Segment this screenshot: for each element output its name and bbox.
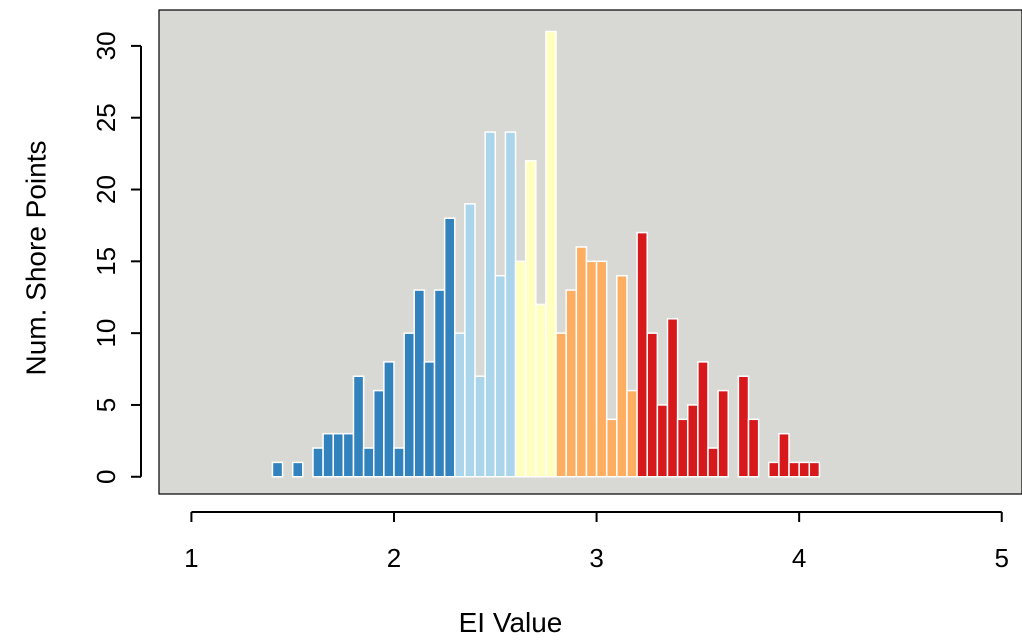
histogram-bar (372, 389, 385, 478)
histogram-bar (585, 260, 598, 478)
histogram-bar (626, 389, 638, 478)
histogram-bar (707, 447, 719, 478)
y-tick-label: 30 (91, 31, 121, 60)
histogram-bar (332, 432, 345, 478)
x-axis: 1 2 3 4 5 (184, 511, 1009, 573)
histogram-bar (686, 404, 699, 478)
histogram-bar (616, 274, 628, 478)
histogram-bar (656, 404, 669, 478)
histogram-bar (362, 447, 375, 478)
histogram-bar (393, 447, 405, 478)
histogram-bar (575, 246, 588, 478)
x-tick-label: 4 (792, 543, 806, 573)
histogram-bar (464, 203, 476, 478)
histogram-bar (271, 461, 284, 478)
histogram-bar (291, 461, 304, 478)
histogram-bar (788, 461, 800, 478)
histogram-bar (484, 131, 497, 478)
histogram-bar (514, 260, 527, 478)
y-axis: 0 5 10 15 20 25 30 (91, 31, 142, 484)
histogram-bar (737, 375, 750, 478)
histogram-bar (443, 217, 456, 478)
histogram-bar (778, 432, 790, 478)
histogram-bar (747, 418, 760, 478)
histogram-bar (565, 289, 578, 478)
x-tick-label: 5 (995, 543, 1009, 573)
histogram-bar (545, 30, 557, 478)
histogram-bar (342, 432, 355, 478)
bars-layer (271, 30, 821, 478)
histogram-bar (595, 260, 608, 478)
histogram-bar (454, 332, 466, 478)
histogram-bar (352, 375, 365, 478)
histogram-bar (636, 231, 648, 478)
x-tick-label: 3 (589, 543, 603, 573)
histogram-bar (717, 389, 730, 478)
y-tick-label: 10 (91, 319, 121, 348)
histogram-bar (808, 461, 821, 478)
histogram-bar (605, 418, 618, 478)
histogram-bar (322, 432, 334, 478)
histogram-bar (697, 361, 709, 478)
histogram-bar (646, 332, 659, 478)
y-tick-label: 20 (91, 175, 121, 204)
y-tick-label: 0 (91, 470, 121, 484)
x-tick-label: 2 (387, 543, 401, 573)
histogram-bar (524, 160, 537, 478)
histogram-bar (413, 289, 426, 478)
histogram-bar (494, 274, 507, 478)
y-axis-title: Num. Shore Points (21, 141, 52, 376)
histogram-bar (798, 461, 811, 478)
y-tick-label: 15 (91, 247, 121, 276)
histogram-bar (474, 375, 486, 478)
histogram-bar (403, 332, 416, 478)
histogram-bar (666, 318, 679, 478)
histogram-bar (312, 447, 324, 478)
histogram-bar (433, 289, 446, 478)
histogram-bar (768, 461, 780, 478)
histogram-bar (535, 303, 547, 478)
histogram-bar (555, 332, 567, 478)
histogram-bar (423, 361, 436, 478)
histogram-bar (676, 418, 689, 478)
histogram-bar (504, 131, 517, 478)
x-axis-title: EI Value (459, 607, 563, 638)
histogram-bar (383, 361, 395, 478)
y-tick-label: 5 (91, 398, 121, 412)
y-tick-label: 25 (91, 103, 121, 132)
x-tick-label: 1 (184, 543, 198, 573)
